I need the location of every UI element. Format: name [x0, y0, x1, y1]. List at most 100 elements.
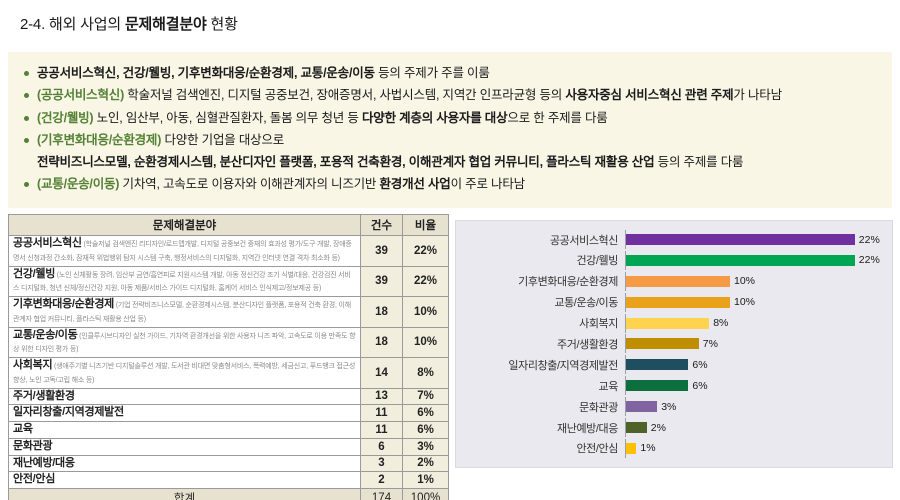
total-label: 합계: [8, 488, 361, 500]
page-title: 2-4. 해외 사업의 문제해결분야 현황: [20, 13, 238, 34]
header-ratio: 비율: [402, 214, 449, 236]
summary-text-segment: (건강/웰빙): [37, 110, 94, 125]
summary-text-segment: 이 주로 나타남: [450, 177, 526, 192]
cell-category: 기후변화대응/순환경제 (기업 전략비즈니스모델, 순환경제시스템, 분산디자인…: [8, 296, 361, 328]
cell-count: 18: [360, 296, 403, 328]
chart-category-label: 재난예방/대응: [557, 422, 618, 435]
summary-bullet: (건강/웰빙) 노인, 임산부, 아동, 심혈관질환자, 돌봄 의무 청년 등 …: [22, 107, 876, 129]
cell-category: 교육: [8, 421, 361, 439]
summary-text-segment: 가 나타남: [733, 88, 782, 103]
chart-track: 22%: [625, 230, 886, 249]
chart-value-label: 10%: [734, 296, 756, 309]
total-ratio: 100%: [402, 488, 449, 500]
chart-bar: [626, 275, 730, 287]
category-name: 안전/안심: [13, 473, 56, 486]
cell-ratio: 1%: [402, 471, 449, 489]
summary-text-segment: (공공서비스혁신): [37, 88, 125, 103]
page-title-keyword: 문제해결분야: [124, 16, 207, 33]
chart-bar: [626, 338, 699, 350]
table-row: 기후변화대응/순환경제 (기업 전략비즈니스모델, 순환경제시스템, 분산디자인…: [8, 296, 449, 328]
chart-value-label: 2%: [650, 421, 666, 434]
chart-category-label: 주거/생활환경: [557, 338, 618, 351]
chart-value-label: 3%: [661, 400, 677, 413]
category-description: (생애주기별 니즈기반 디지털솔루션 개발, 도서관 비대면 맞춤형서비스, 폭…: [13, 363, 356, 384]
chart-bar: [626, 380, 689, 392]
summary-text-segment: (기후변화대응/순환경제): [37, 132, 162, 147]
category-description: (학술저널 검색엔진 리디자인/로드맵개발, 디지털 공중보건 중재의 효과성 …: [13, 241, 352, 262]
chart-track: 7%: [625, 334, 886, 354]
chart-category-label: 기후변화대응/순환경제: [518, 276, 618, 289]
chart-row: 문화관광 3%: [458, 397, 886, 417]
total-count: 174: [360, 488, 403, 500]
category-description: (인클루시브디자인 실천 가이드, 기차역 환경개선을 위한 사용자 니즈 파악…: [13, 332, 356, 354]
chart-row: 사회복지 8%: [458, 313, 886, 333]
chart-value-label: 22%: [858, 254, 880, 267]
chart-category-label: 문화관광: [579, 401, 618, 414]
chart-row: 일자리창출/지역경제발전 6%: [458, 355, 886, 375]
summary-text-segment: 다양한 기업을 대상으로: [161, 132, 285, 147]
table-row: 주거/생활환경 13 7%: [8, 387, 449, 406]
table-row: 교통/운송/이동 (인클루시브디자인 실천 가이드, 기차역 환경개선을 위한 …: [8, 326, 449, 358]
cell-category: 주거/생활환경: [8, 387, 361, 406]
chart-row: 기후변화대응/순환경제 10%: [458, 271, 886, 291]
chart-track: 22%: [625, 250, 886, 270]
category-description: (기업 전략비즈니스모델, 순환경제시스템, 분산디자인 플랫폼, 포용적 건축…: [13, 302, 351, 323]
chart-bar: [626, 296, 730, 308]
problem-area-table-wrap: 문제해결분야 건수 비율 공공서비스혁신 (학술저널 검색엔진 리디자인/로드맵…: [8, 214, 449, 500]
cell-count: 14: [360, 357, 403, 389]
category-name: 공공서비스혁신: [13, 237, 82, 249]
summary-bullet: (기후변화대응/순환경제) 다양한 기업을 대상으로: [22, 129, 876, 151]
summary-text-segment: 전략비즈니스모델, 순환경제시스템, 분산디자인 플랫폼, 포용적 건축환경, …: [37, 155, 655, 169]
cell-count: 13: [360, 387, 403, 406]
table-total-row: 합계 174 100%: [8, 488, 449, 500]
table-row: 사회복지 (생애주기별 니즈기반 디지털솔루션 개발, 도서관 비대면 맞춤형서…: [8, 357, 449, 389]
summary-text-segment: 환경개선 사업: [379, 177, 451, 192]
page-title-prefix: 2-4. 해외 사업의: [20, 16, 125, 33]
chart-row: 안전/안심 1%: [458, 438, 886, 458]
summary-text-segment: 학술저널 검색엔진, 디지털 공중보건, 장애증명서, 사법시스템, 지역간 인…: [124, 88, 566, 103]
chart-row: 교통/운송/이동 10%: [458, 292, 886, 312]
chart-row: 주거/생활환경 7%: [458, 334, 886, 354]
chart-row: 건강/웰빙 22%: [458, 250, 886, 270]
cell-count: 6: [360, 437, 403, 456]
chart-value-label: 22%: [858, 233, 880, 246]
chart-category-label: 일자리창출/지역경제발전: [508, 359, 618, 372]
cell-ratio: 6%: [402, 421, 449, 439]
chart-value-label: 6%: [692, 358, 708, 371]
page-title-suffix: 현황: [206, 16, 238, 33]
cell-count: 39: [360, 235, 403, 267]
chart-bar: [626, 234, 855, 245]
chart-track: 10%: [625, 271, 886, 291]
summary-bullet: 전략비즈니스모델, 순환경제시스템, 분산디자인 플랫폼, 포용적 건축환경, …: [22, 151, 876, 173]
table-row: 문화관광 6 3%: [8, 437, 449, 456]
bar-chart: 공공서비스혁신 22% 건강/웰빙 22% 기후변화대응/순환경제 10% 교통/운송/이동…: [455, 220, 893, 468]
table-row: 재난예방/대응 3 2%: [8, 454, 449, 473]
cell-ratio: 3%: [402, 437, 449, 456]
chart-value-label: 8%: [713, 317, 729, 330]
cell-count: 11: [360, 404, 403, 422]
summary-text-segment: 으로 한 주제를 다룸: [507, 110, 608, 125]
category-name: 교육: [13, 423, 33, 435]
cell-ratio: 10%: [402, 326, 449, 358]
chart-row: 공공서비스혁신 22%: [458, 230, 886, 249]
cell-category: 공공서비스혁신 (학술저널 검색엔진 리디자인/로드맵개발, 디지털 공중보건 …: [8, 235, 361, 267]
chart-track: 3%: [625, 397, 886, 417]
header-count: 건수: [360, 214, 403, 236]
summary-bullet-list: 공공서비스혁신, 건강/웰빙, 기후변화대응/순환경제, 교통/운송/이동 등의…: [22, 62, 876, 196]
cell-category: 사회복지 (생애주기별 니즈기반 디지털솔루션 개발, 도서관 비대면 맞춤형서…: [8, 357, 361, 389]
summary-text-segment: 노인, 임산부, 아동, 심혈관질환자, 돌봄 의무 청년 등: [93, 110, 362, 125]
chart-value-label: 1%: [640, 442, 656, 455]
cell-ratio: 2%: [402, 454, 449, 473]
chart-track: 6%: [625, 355, 886, 375]
cell-ratio: 22%: [402, 235, 449, 267]
chart-track: 1%: [625, 438, 886, 458]
cell-count: 11: [360, 421, 403, 439]
chart-row: 교육 6%: [458, 376, 886, 396]
cell-category: 교통/운송/이동 (인클루시브디자인 실천 가이드, 기차역 환경개선을 위한 …: [8, 326, 361, 358]
cell-ratio: 10%: [402, 296, 449, 328]
cell-ratio: 7%: [402, 387, 449, 406]
chart-category-label: 사회복지: [579, 318, 618, 331]
chart-value-label: 7%: [702, 337, 718, 350]
summary-text-segment: (교통/운송/이동): [37, 177, 120, 192]
cell-ratio: 8%: [402, 357, 449, 389]
